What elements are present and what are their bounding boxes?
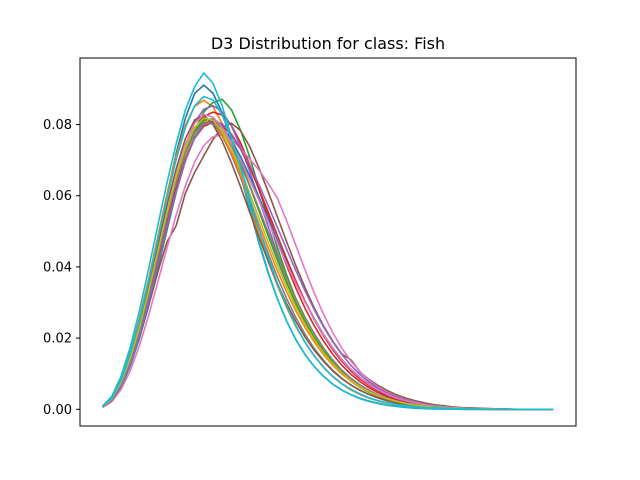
plot-area: 0.00 0.02 0.04 0.06 0.08: [43, 57, 577, 427]
series-lines: [101, 72, 554, 411]
y-tick-label: 0.02: [43, 332, 72, 347]
chart-title: D3 Distribution for class: Fish: [211, 34, 445, 53]
y-tick-label: 0.08: [43, 118, 72, 133]
y-tick-label: 0.04: [43, 260, 72, 275]
y-tick-label: 0.00: [43, 403, 72, 418]
series-line-20: [102, 95, 554, 411]
y-tick-label: 0.06: [43, 189, 72, 204]
axes-frame: [79, 57, 577, 427]
y-axis: 0.00 0.02 0.04 0.06 0.08: [43, 118, 80, 418]
